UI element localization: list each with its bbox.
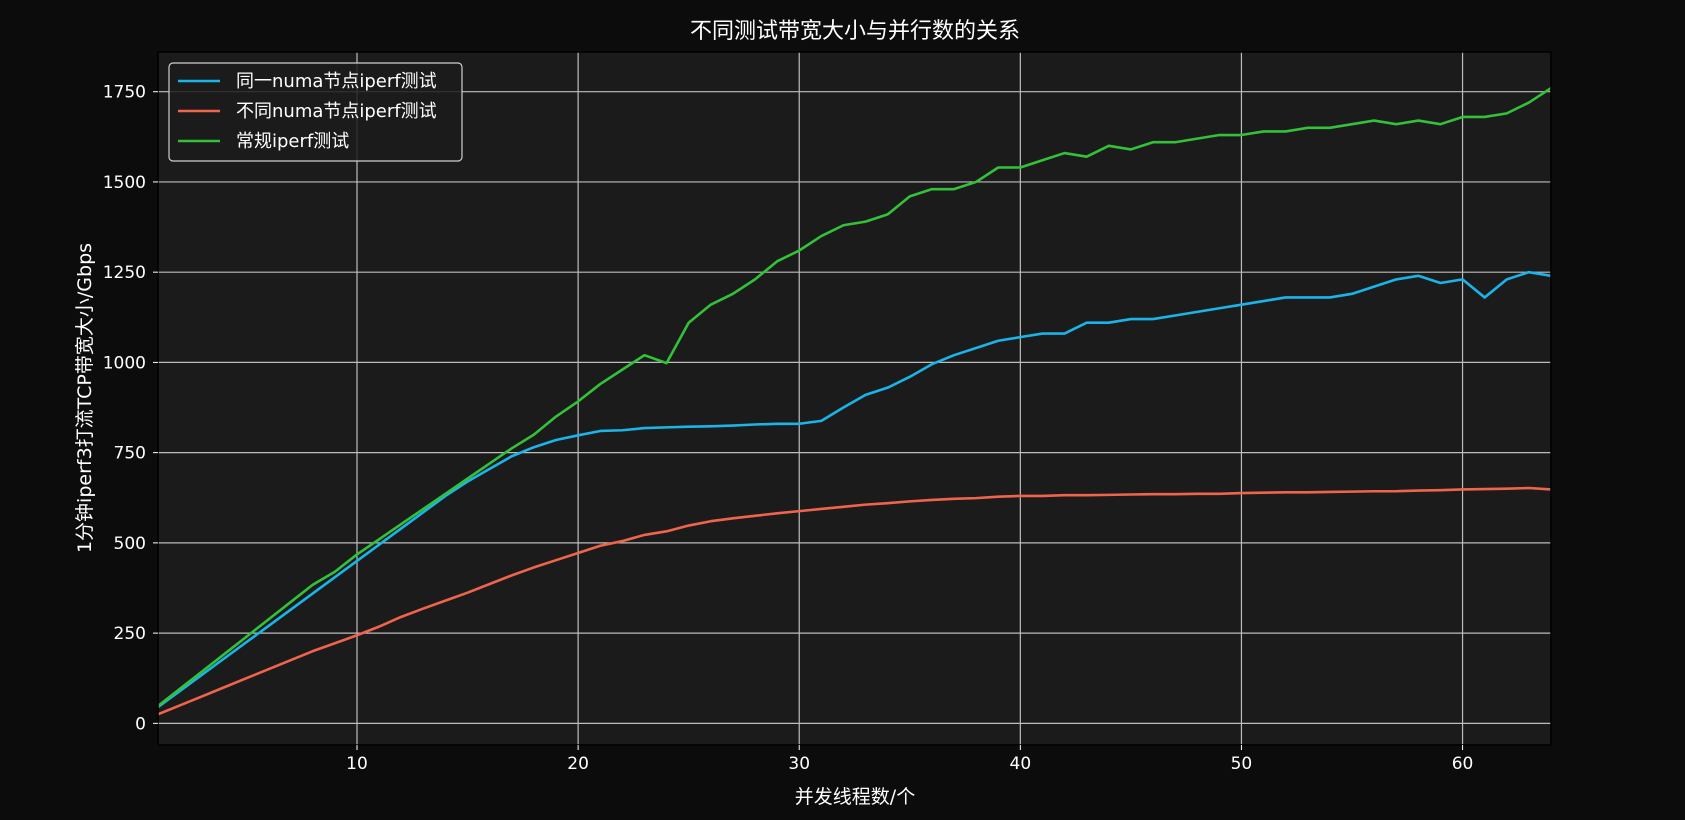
- grid-lines: [158, 52, 1551, 745]
- y-tick-label-1250: 1250: [103, 263, 146, 283]
- series-line-3: [158, 86, 1551, 708]
- chart-title: 不同测试带宽大小与并行数的关系: [690, 19, 1020, 44]
- legend-box: [168, 62, 463, 162]
- x-tick-label-20: 20: [567, 754, 589, 774]
- series-lines: [158, 86, 1551, 716]
- y-tick-label-500: 500: [114, 534, 146, 554]
- x-tick-label-10: 10: [346, 754, 368, 774]
- x-tick-label-40: 40: [1010, 754, 1032, 774]
- x-tick-label-30: 30: [788, 754, 810, 774]
- x-axis-label: 并发线程数/个: [795, 786, 915, 808]
- y-tick-label-1500: 1500: [103, 173, 146, 193]
- series-line-2: [158, 486, 1551, 716]
- x-tick-label-60: 60: [1452, 754, 1474, 774]
- plot-area: [158, 52, 1551, 745]
- legend-label-1: 同一numa节点iperf测试: [236, 71, 437, 92]
- x-tick-label-50: 50: [1231, 754, 1253, 774]
- series-line-1: [158, 270, 1551, 709]
- y-tick-label-1750: 1750: [103, 83, 146, 103]
- y-tick-label-0: 0: [135, 714, 146, 734]
- plot-frame: [157, 51, 1552, 746]
- y-axis-ticks: 0 250 500 750 1000 1250 1500 1750: [103, 83, 158, 734]
- y-axis-label: 1分钟iperf3打流TCP带宽大小/Gbps: [74, 243, 96, 553]
- x-axis-ticks: 10 20 30 40 50 60: [346, 745, 1473, 774]
- legend-label-2: 不同numa节点iperf测试: [236, 101, 437, 122]
- y-tick-label-750: 750: [114, 444, 146, 464]
- y-tick-label-250: 250: [114, 624, 146, 644]
- y-tick-label-1000: 1000: [103, 353, 146, 373]
- legend-label-3: 常规iperf测试: [236, 131, 349, 152]
